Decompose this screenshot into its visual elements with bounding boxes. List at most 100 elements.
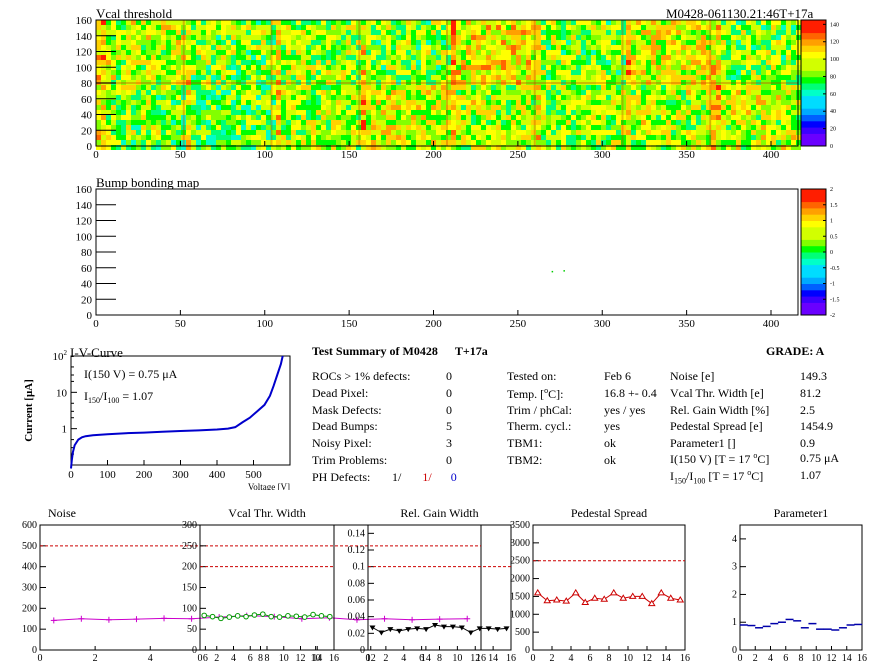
map-cell: [281, 95, 286, 100]
map-cell: [146, 115, 151, 120]
map-cell: [181, 125, 186, 130]
map-cell: [541, 105, 546, 110]
map-cell: [666, 60, 671, 65]
map-cell: [591, 130, 596, 135]
map-cell: [266, 40, 271, 45]
map-cell: [601, 100, 606, 105]
map-cell: [636, 60, 641, 65]
palette-band: [801, 32, 826, 40]
roc-x-tick-label: 0: [366, 653, 371, 664]
map-cell: [366, 35, 371, 40]
map-cell: [706, 100, 711, 105]
map-cell: [176, 55, 181, 60]
map-cell: [741, 120, 746, 125]
map-cell: [741, 30, 746, 35]
map-cell: [166, 25, 171, 30]
map-cell: [576, 95, 581, 100]
map-cell: [116, 125, 121, 130]
map-cell: [221, 95, 226, 100]
map-cell: [366, 100, 371, 105]
map-cell: [566, 25, 571, 30]
map-cell: [501, 20, 506, 25]
map-cell: [366, 50, 371, 55]
roc-y-tick-label: 0.14: [348, 528, 366, 539]
map-cell: [766, 90, 771, 95]
map-cell: [396, 45, 401, 50]
map-cell: [191, 110, 196, 115]
map-cell: [451, 85, 456, 90]
map-cell: [556, 75, 561, 80]
map-cell: [116, 135, 121, 140]
map-cell: [681, 70, 686, 75]
map-cell: [326, 145, 331, 150]
map-cell: [251, 145, 256, 150]
map-cell: [491, 95, 496, 100]
map-cell: [311, 115, 316, 120]
map-cell: [426, 85, 431, 90]
map-cell: [321, 105, 326, 110]
roc-x-tick-label: 2: [383, 653, 388, 664]
map-cell: [141, 110, 146, 115]
map-cell: [291, 25, 296, 30]
map-cell: [471, 140, 476, 145]
map-cell: [601, 50, 606, 55]
map-cell: [741, 110, 746, 115]
map-cell: [256, 60, 261, 65]
map-cell: [656, 100, 661, 105]
map-cell: [781, 120, 786, 125]
map-cell: [586, 140, 591, 145]
map-cell: [141, 90, 146, 95]
map-cell: [701, 135, 706, 140]
parameter-row-value: 2.5: [800, 402, 815, 417]
map-cell: [561, 40, 566, 45]
map-cell: [721, 20, 726, 25]
map-cell: [536, 130, 541, 135]
map-cell: [581, 135, 586, 140]
map-cell: [571, 20, 576, 25]
map-cell: [341, 110, 346, 115]
map-cell: [96, 85, 101, 90]
map-cell: [491, 20, 496, 25]
map-cell: [101, 120, 106, 125]
map-cell: [346, 135, 351, 140]
map-cell: [631, 55, 636, 60]
map-cell: [696, 95, 701, 100]
map-cell: [761, 30, 766, 35]
map-cell: [356, 120, 361, 125]
map-cell: [191, 140, 196, 145]
map-cell: [471, 35, 476, 40]
condition-row-label: TBM1:: [507, 436, 543, 451]
map-cell: [456, 110, 461, 115]
map-cell: [301, 60, 306, 65]
map-cell: [346, 105, 351, 110]
map-cell: [756, 110, 761, 115]
map-cell: [451, 35, 456, 40]
map-cell: [616, 70, 621, 75]
map-cell: [381, 100, 386, 105]
map-cell: [171, 20, 176, 25]
map-cell: [511, 95, 516, 100]
roc-point: [590, 594, 599, 601]
map-cell: [271, 35, 276, 40]
map-cell: [736, 90, 741, 95]
map-cell: [566, 45, 571, 50]
map-cell: [741, 50, 746, 55]
map-cell: [131, 85, 136, 90]
map-cell: [96, 45, 101, 50]
map-cell: [546, 65, 551, 70]
map-cell: [151, 25, 156, 30]
map-cell: [586, 25, 591, 30]
map-cell: [361, 25, 366, 30]
map-cell: [636, 130, 641, 135]
map-cell: [156, 140, 161, 145]
map-cell: [661, 80, 666, 85]
map-cell: [556, 100, 561, 105]
map-cell: [666, 95, 671, 100]
map-y-tick-label: 60: [81, 94, 93, 106]
map-cell: [171, 75, 176, 80]
map-cell: [116, 90, 121, 95]
map-cell: [766, 30, 771, 35]
map-cell: [226, 90, 231, 95]
map-cell: [286, 135, 291, 140]
roc-x-tick-label: 16: [857, 653, 867, 664]
